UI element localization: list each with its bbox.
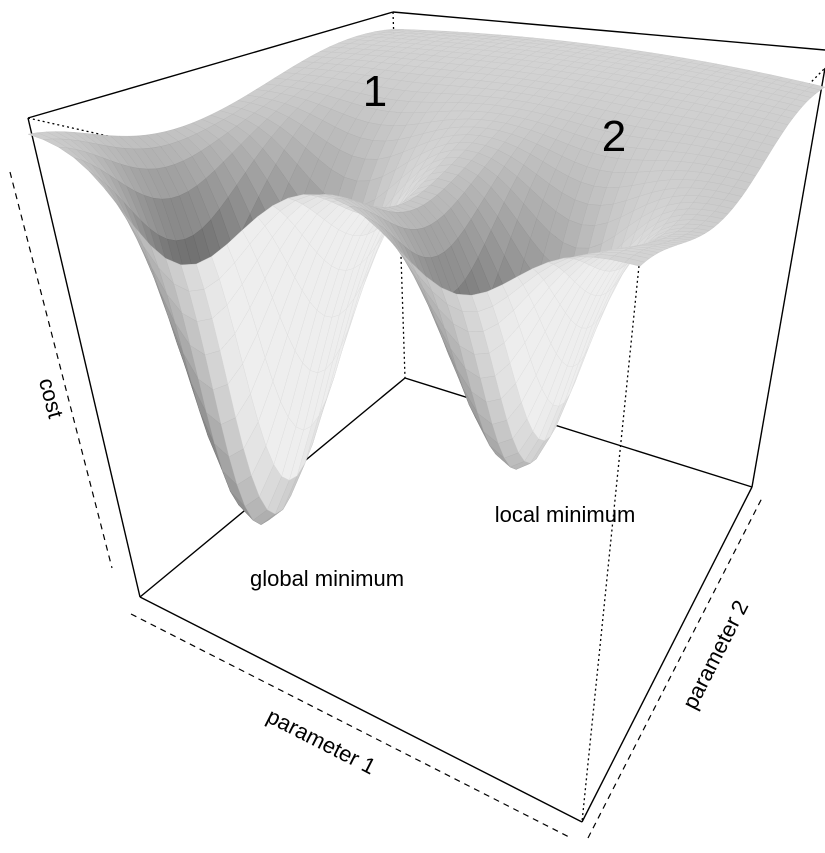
- axis-guides: [9, 171, 763, 839]
- parameter-2-axis-line: [587, 497, 763, 839]
- parameter-1-axis-line: [130, 613, 572, 839]
- vertical-edge-right: [751, 67, 825, 488]
- global-minimum-label: global minimum: [250, 566, 404, 591]
- top-edge-back: [392, 11, 825, 51]
- top-edge-left: [27, 11, 394, 119]
- cost-axis-line: [9, 171, 113, 569]
- vertical-edge-left: [27, 117, 141, 598]
- local-minimum-label: local minimum: [495, 502, 636, 527]
- surface-facet: [624, 258, 646, 267]
- marker-1-label: 1: [363, 67, 387, 116]
- marker-2-label: 2: [602, 112, 626, 161]
- floor-edge-front: [139, 596, 583, 823]
- box-floor-edges: [27, 11, 825, 823]
- cost-surface: [27, 28, 825, 525]
- floor-edge-right: [581, 486, 753, 823]
- parameter-2-axis-label: parameter 2: [677, 596, 753, 713]
- floor-edge-back: [404, 377, 753, 488]
- parameter-1-axis-label: parameter 1: [263, 703, 380, 779]
- cost-axis-label: cost: [34, 375, 69, 420]
